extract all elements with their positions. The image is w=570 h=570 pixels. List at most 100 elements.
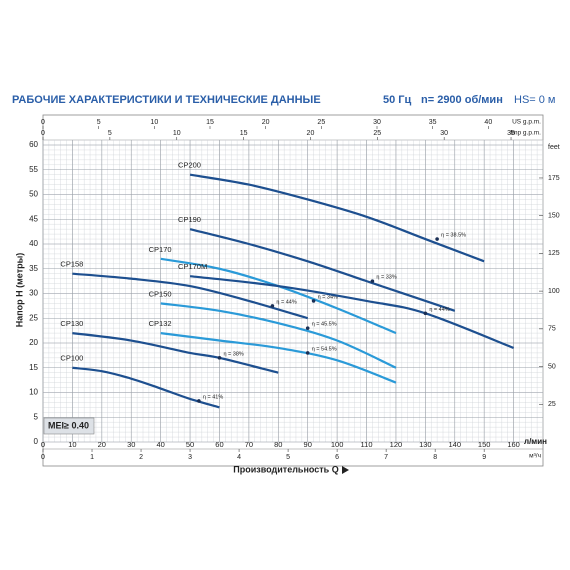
curve-label: CP132 bbox=[149, 319, 172, 328]
curve-label: CP130 bbox=[60, 319, 83, 328]
efficiency-point bbox=[305, 351, 310, 355]
x-tick-label: 0 bbox=[41, 440, 45, 449]
x-tick-label: 150 bbox=[478, 440, 491, 449]
efficiency-point bbox=[217, 356, 222, 360]
top-tick-label: 5 bbox=[108, 130, 112, 137]
pump-curve bbox=[189, 275, 514, 349]
x-tick-label: 90 bbox=[304, 440, 312, 449]
efficiency-point bbox=[435, 237, 439, 241]
x-tick-label: 140 bbox=[449, 440, 462, 449]
efficiency-label: η = 44% bbox=[429, 307, 449, 313]
pump-curve bbox=[189, 228, 456, 312]
bottom-tick-label: 4 bbox=[237, 454, 241, 461]
efficiency-label: η = 38.5% bbox=[441, 233, 466, 239]
y-tick-label: 0 bbox=[34, 437, 39, 446]
efficiency-label: η = 54.5% bbox=[312, 346, 337, 352]
bottom-tick-label: 3 bbox=[188, 454, 192, 461]
x-axis-label: Производительность Q bbox=[233, 464, 338, 474]
efficiency-point bbox=[305, 326, 310, 330]
efficiency-label: η = 33% bbox=[376, 275, 396, 281]
top-axis-label: Imp g.p.m. bbox=[510, 130, 541, 137]
pump-curve bbox=[72, 272, 309, 320]
pump-curve bbox=[160, 332, 397, 384]
efficiency-point bbox=[311, 299, 316, 303]
pump-curve bbox=[72, 366, 220, 409]
top-tick-label: 30 bbox=[440, 130, 448, 137]
curve-label: CP170 bbox=[149, 245, 172, 254]
y-axis-label: Напор Н (метры) bbox=[14, 253, 24, 328]
x-tick-label: 20 bbox=[98, 440, 106, 449]
top-axis-label: US g.p.m. bbox=[512, 119, 541, 126]
y-tick-label: 50 bbox=[29, 190, 38, 199]
curve-label: CP170M bbox=[178, 262, 207, 271]
top-tick-label: 10 bbox=[173, 130, 181, 137]
pump-curve bbox=[72, 332, 279, 374]
x-tick-label: 50 bbox=[186, 440, 194, 449]
y2-tick-label: 175 bbox=[548, 175, 560, 182]
efficiency-label: η = 44% bbox=[276, 299, 296, 305]
efficiency-point bbox=[197, 399, 201, 403]
y-tick-label: 15 bbox=[29, 363, 38, 372]
x-tick-label: 70 bbox=[245, 440, 253, 449]
y-tick-label: 60 bbox=[29, 140, 38, 149]
curve-label: CP200 bbox=[178, 161, 201, 170]
top-tick-label: 40 bbox=[484, 119, 492, 126]
curve-label: CP158 bbox=[60, 260, 83, 269]
y-tick-label: 20 bbox=[29, 338, 38, 347]
y-tick-label: 45 bbox=[29, 214, 38, 223]
y2-tick-label: 25 bbox=[548, 401, 556, 408]
y2-tick-label: 100 bbox=[548, 288, 560, 295]
top-tick-label: 15 bbox=[240, 130, 248, 137]
y-tick-label: 10 bbox=[29, 388, 38, 397]
y-tick-label: 55 bbox=[29, 165, 38, 174]
top-tick-label: 20 bbox=[307, 130, 315, 137]
y-tick-label: 25 bbox=[29, 313, 38, 322]
x-tick-label: 130 bbox=[419, 440, 432, 449]
x-tick-label: 110 bbox=[361, 440, 373, 449]
curve-label: CP150 bbox=[149, 289, 172, 298]
suction-height: HS= 0 м bbox=[514, 94, 556, 106]
efficiency-label: η = 45.5% bbox=[312, 322, 337, 328]
x-unit: л/мин bbox=[524, 437, 547, 446]
top-tick-label: 30 bbox=[373, 119, 381, 126]
y-tick-label: 35 bbox=[29, 264, 38, 273]
x-tick-label: 100 bbox=[331, 440, 344, 449]
curve-label: CP190 bbox=[178, 215, 201, 224]
curve-label: CP100 bbox=[60, 354, 83, 363]
top-tick-label: 20 bbox=[262, 119, 270, 126]
top-tick-label: 35 bbox=[507, 130, 515, 137]
top-tick-label: 0 bbox=[41, 130, 45, 137]
chart-title: РАБОЧИЕ ХАРАКТЕРИСТИКИ И ТЕХНИЧЕСКИЕ ДАН… bbox=[12, 94, 321, 106]
bottom-tick-label: 5 bbox=[286, 454, 290, 461]
top-tick-label: 25 bbox=[373, 130, 381, 137]
bottom-tick-label: 6 bbox=[335, 454, 339, 461]
efficiency-point bbox=[423, 311, 428, 316]
plot: 0510152025303540455055602550751001251501… bbox=[29, 119, 560, 461]
frequency: 50 Гц bbox=[383, 94, 412, 106]
x-tick-label: 60 bbox=[215, 440, 223, 449]
y2-tick-label: 150 bbox=[548, 213, 560, 220]
efficiency-label: η = 34% bbox=[318, 294, 338, 300]
bottom-tick-label: 8 bbox=[433, 454, 437, 461]
grid bbox=[42, 139, 544, 443]
mei-label: MEI≥ 0.40 bbox=[48, 420, 89, 430]
top-tick-label: 35 bbox=[429, 119, 437, 126]
bottom-tick-label: 1 bbox=[90, 454, 94, 461]
bottom-tick-label: 7 bbox=[384, 454, 388, 461]
bottom-tick-label: 9 bbox=[482, 454, 486, 461]
efficiency-point bbox=[270, 304, 275, 308]
bottom-axis-label: м³/ч bbox=[529, 453, 541, 460]
arrow bbox=[342, 466, 349, 474]
y-tick-label: 30 bbox=[29, 289, 38, 298]
top-tick-label: 25 bbox=[317, 119, 325, 126]
x-tick-label: 10 bbox=[68, 440, 76, 449]
x-tick-label: 30 bbox=[127, 440, 135, 449]
y-tick-label: 5 bbox=[34, 412, 39, 421]
top-tick-label: 15 bbox=[206, 119, 214, 126]
x-tick-label: 40 bbox=[156, 440, 164, 449]
x-tick-label: 160 bbox=[507, 440, 520, 449]
y2-axis-label: feet bbox=[548, 144, 560, 151]
y2-tick-label: 75 bbox=[548, 326, 556, 333]
